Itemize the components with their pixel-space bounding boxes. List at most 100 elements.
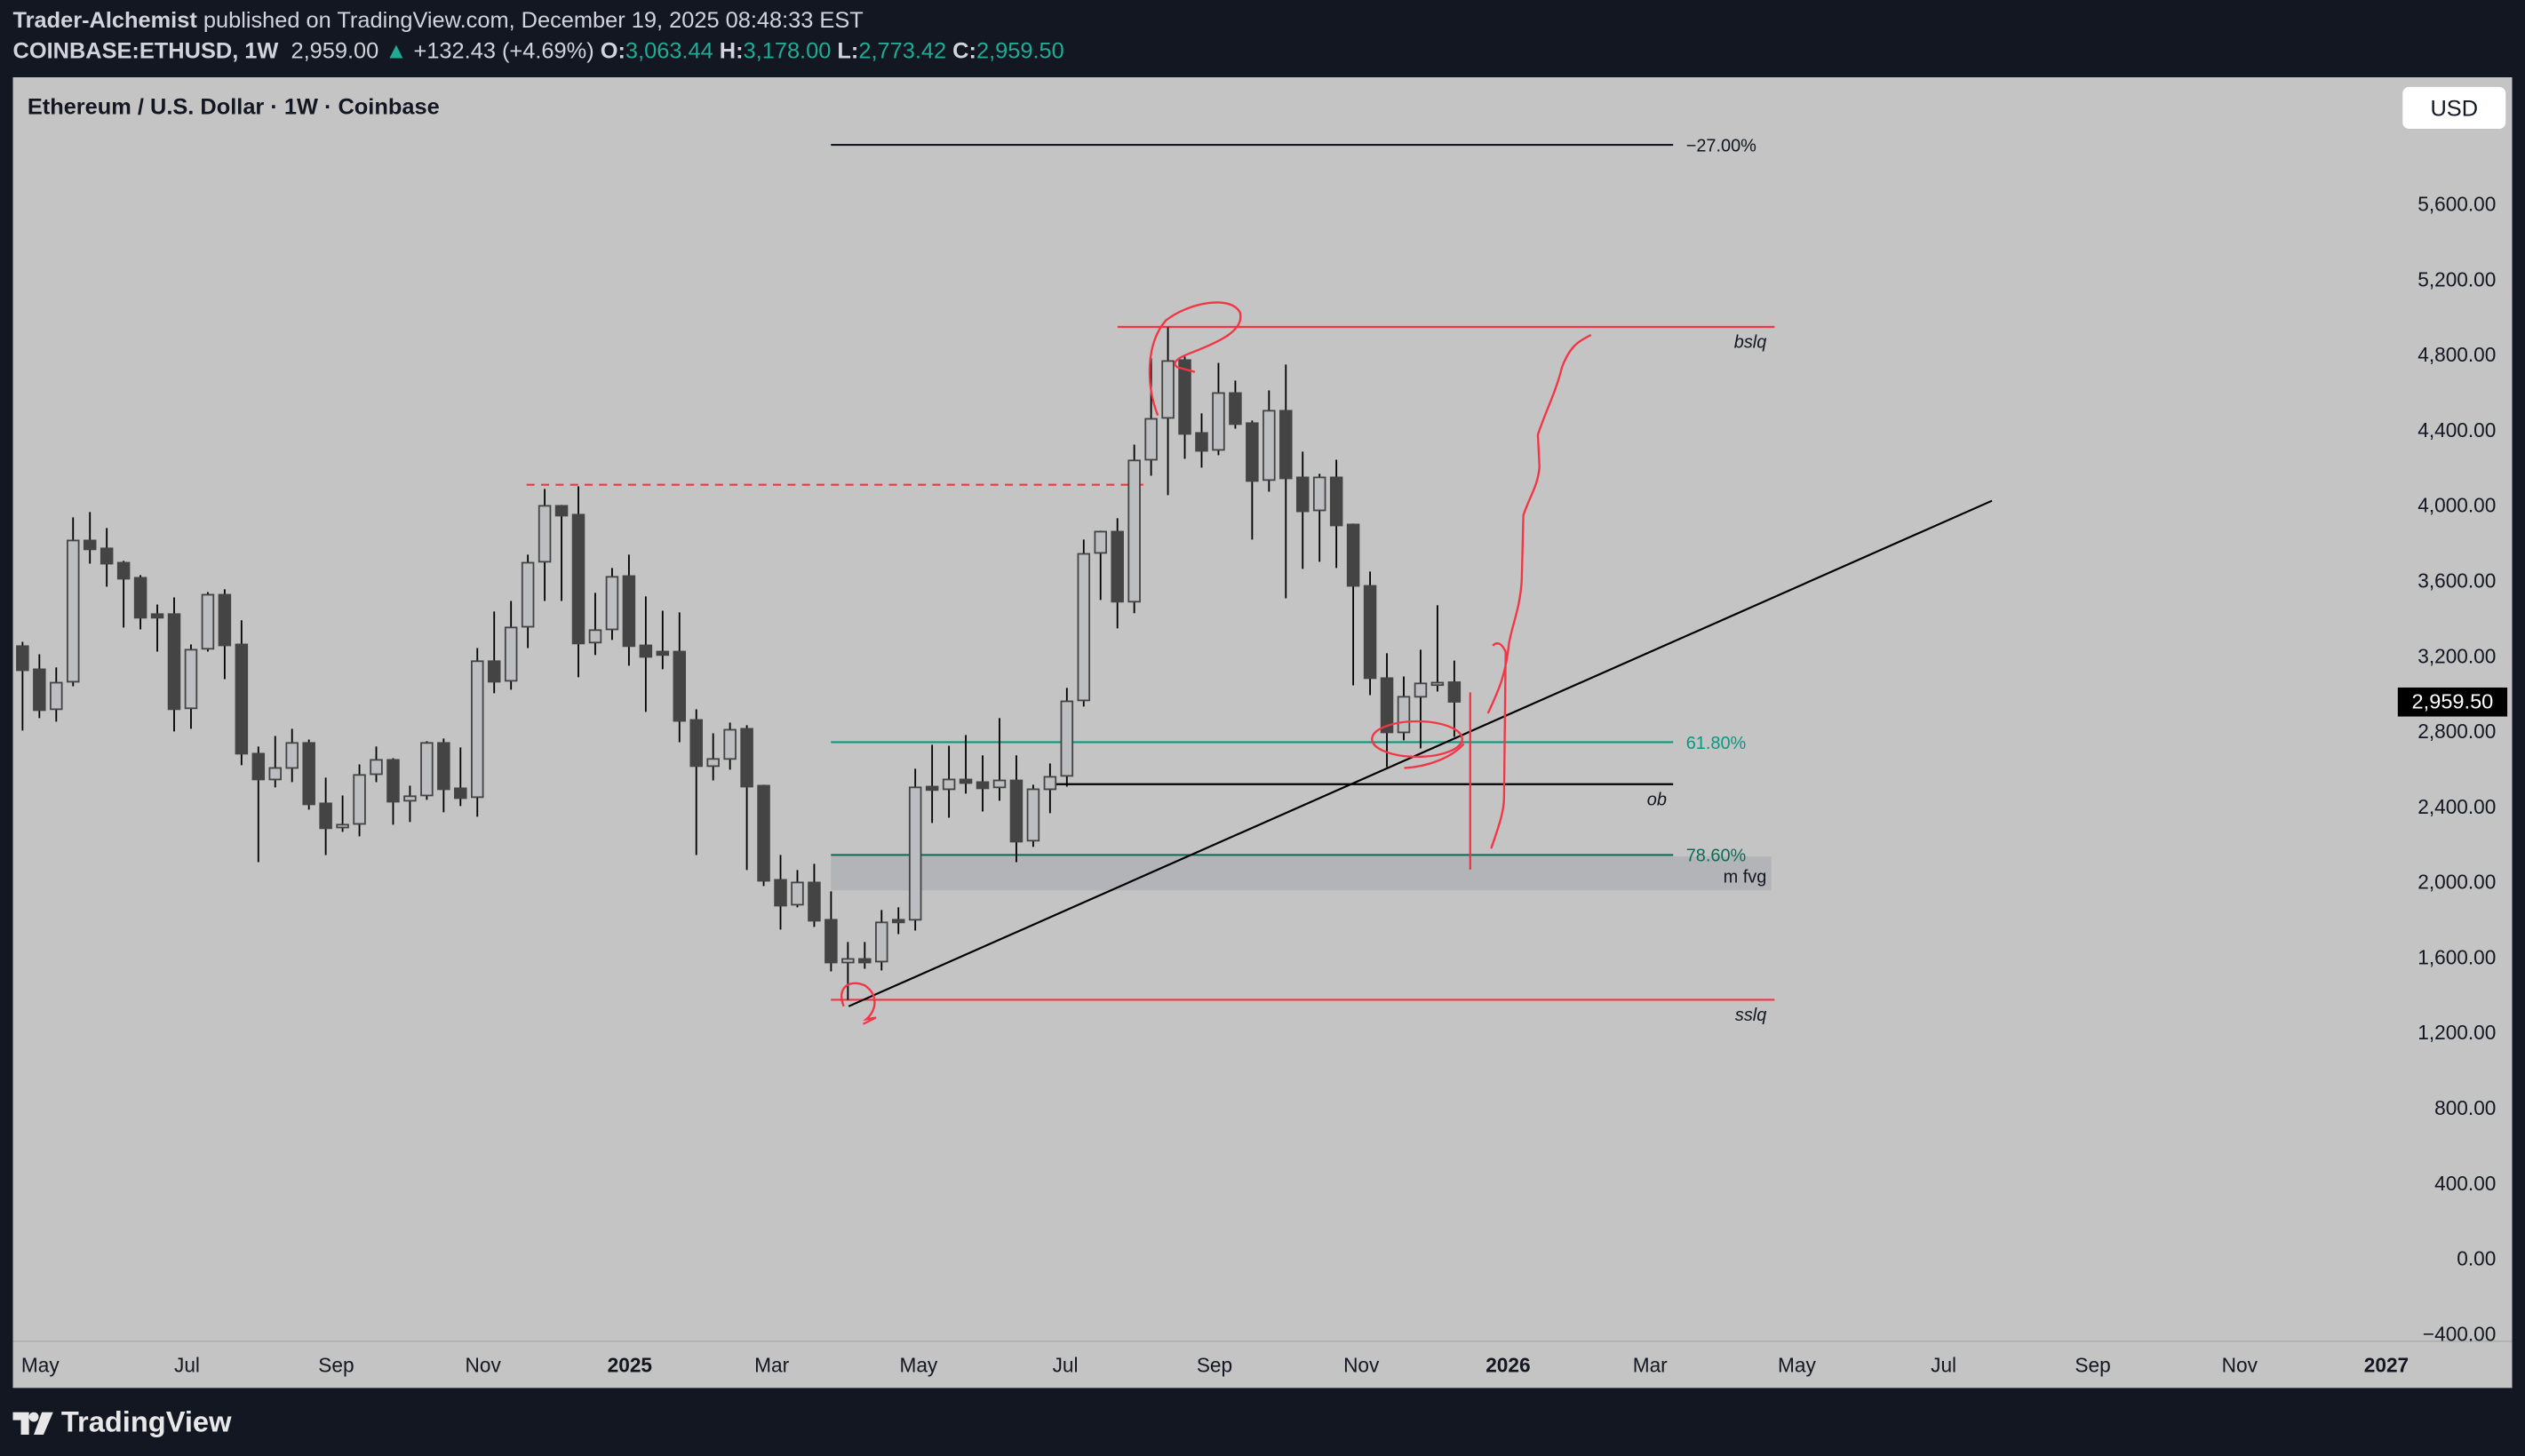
close-label: C: <box>952 36 976 63</box>
candle-2025-07-14 <box>1077 539 1091 707</box>
candle-2024-06-17 <box>133 575 147 630</box>
candle-2024-04-29 <box>16 641 29 731</box>
price-axis[interactable]: 5,600.00 5,200.00 4,800.00 4,400.00 4,000.00… <box>2417 192 2496 1345</box>
candle-body-down <box>218 593 232 647</box>
freehand-projection-path <box>1486 333 1592 849</box>
candle-body-up <box>605 576 619 631</box>
candle-body-down <box>1447 681 1462 703</box>
freehand-top-loop <box>1148 301 1242 417</box>
candle-2024-07-29 <box>235 620 249 766</box>
candle-2025-11-17 <box>1380 653 1394 768</box>
candle-2025-07-28 <box>1111 518 1124 629</box>
candle-body-up <box>841 958 855 964</box>
tradingview-logo[interactable]: TradingView <box>12 1405 232 1439</box>
price-tick-label: 400.00 <box>2434 1172 2496 1195</box>
candle-body-down <box>116 561 131 580</box>
candle-body-down <box>824 919 838 964</box>
candle-2024-06-24 <box>150 604 164 652</box>
fib-786-label: 78.60% <box>1686 847 1747 866</box>
candle-body-down <box>891 919 905 924</box>
author-name[interactable]: Trader-Alchemist <box>12 6 197 33</box>
candle-2025-02-03 <box>689 709 703 855</box>
candle-2024-09-02 <box>319 777 332 855</box>
time-tick-label: 2026 <box>1486 1353 1530 1376</box>
candle-body-down <box>1111 530 1124 603</box>
candle-2024-09-30 <box>386 758 400 825</box>
currency-button[interactable]: USD <box>2402 86 2506 129</box>
trendline[interactable] <box>848 499 1993 1007</box>
candle-body-down <box>454 787 467 800</box>
candle-body-down <box>554 505 569 517</box>
candle-body-down <box>1329 476 1343 527</box>
candle-2025-07-21 <box>1094 530 1107 601</box>
candles-layer <box>16 327 1462 1000</box>
freehand-circle-tail <box>1404 743 1465 769</box>
candle-body-down <box>83 539 97 551</box>
candle-body-up <box>1043 776 1057 791</box>
candle-body-up <box>1262 410 1276 481</box>
candle-2025-10-27 <box>1329 459 1343 569</box>
chart-pane[interactable] <box>12 77 2513 1388</box>
candle-body-down <box>100 547 114 565</box>
time-tick-label: 2025 <box>608 1353 652 1376</box>
candle-body-up <box>504 626 518 682</box>
candle-2024-10-07 <box>403 785 417 823</box>
candle-2025-07-07 <box>1060 688 1074 787</box>
candle-2025-10-06 <box>1279 364 1293 599</box>
candle-body-down <box>1295 476 1310 513</box>
sslq-label: sslq <box>1735 1006 1766 1025</box>
candle-2025-01-20 <box>656 610 670 670</box>
drawings-layer <box>526 143 1993 1007</box>
tradingview-logo-icon <box>12 1411 53 1435</box>
candle-body-down <box>33 668 46 712</box>
candle-body-up <box>791 881 804 906</box>
candle-2024-07-15 <box>201 592 215 652</box>
price-tick-label: −400.00 <box>2423 1322 2496 1345</box>
candle-body-up <box>184 648 198 710</box>
time-tick-label: Mar <box>754 1353 789 1376</box>
price-tick-label: 4,400.00 <box>2417 418 2496 442</box>
candle-body-up <box>353 774 366 825</box>
candle-2025-11-24 <box>1397 676 1411 741</box>
candle-2025-08-11 <box>1144 358 1158 476</box>
candle-2025-02-10 <box>706 733 720 781</box>
candle-body-up <box>1026 788 1040 842</box>
candle-body-up <box>1077 553 1091 702</box>
candle-body-down <box>656 650 670 656</box>
candle-2024-11-04 <box>471 648 484 817</box>
candle-body-up <box>908 786 922 921</box>
candle-body-down <box>150 613 164 619</box>
candle-2025-06-23 <box>1026 784 1040 847</box>
time-tick-label: Sep <box>1197 1353 1232 1376</box>
candle-body-down <box>133 577 147 619</box>
candle-2025-03-24 <box>808 863 821 927</box>
candle-body-up <box>942 778 956 791</box>
candle-2025-09-01 <box>1195 413 1208 468</box>
price-tick-label: 2,800.00 <box>2417 720 2496 743</box>
candle-2024-11-25 <box>521 554 535 648</box>
symbol: COINBASE:ETHUSD, 1W <box>12 36 279 63</box>
up-arrow-icon: ▲ <box>385 36 408 63</box>
candle-2025-06-30 <box>1043 763 1057 814</box>
m-fvg-zone[interactable] <box>831 856 1772 891</box>
candle-body-down <box>319 802 332 830</box>
candle-body-up <box>1127 459 1141 603</box>
candle-body-up <box>992 779 1007 789</box>
ob-label: ob <box>1647 790 1667 809</box>
high-value: 3,178.00 <box>743 36 832 63</box>
candle-body-up <box>521 561 535 628</box>
time-axis[interactable]: May Jul Sep Nov 2025 Mar May Jul Sep Nov 2026 Mar Ma… <box>21 1353 2409 1376</box>
candle-2024-10-14 <box>420 741 434 800</box>
candle-2024-08-12 <box>268 736 283 788</box>
current-price-tag: 2,959.50 <box>2397 687 2508 717</box>
candle-2024-12-23 <box>588 593 602 656</box>
candle-body-down <box>808 881 821 922</box>
candle-2025-11-10 <box>1363 571 1377 696</box>
candle-body-down <box>1229 392 1242 426</box>
tradingview-brand: TradingView <box>60 1405 232 1438</box>
publish-text: published on TradingView.com, December 1… <box>196 6 864 33</box>
candle-body-up <box>1144 418 1158 461</box>
candle-body-down <box>167 613 181 711</box>
